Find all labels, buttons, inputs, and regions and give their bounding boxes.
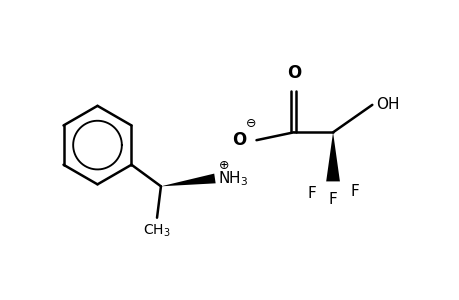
Polygon shape [161, 174, 215, 186]
Text: F: F [349, 184, 358, 199]
Text: O: O [232, 131, 246, 149]
Polygon shape [325, 132, 339, 182]
Text: F: F [328, 192, 337, 207]
Text: CH$_3$: CH$_3$ [143, 223, 170, 239]
Text: F: F [307, 186, 315, 201]
Text: NH$_3$: NH$_3$ [218, 169, 248, 188]
Text: $\oplus$: $\oplus$ [218, 159, 229, 172]
Text: OH: OH [375, 98, 399, 112]
Text: $\ominus$: $\ominus$ [245, 117, 256, 130]
Text: O: O [286, 64, 300, 82]
